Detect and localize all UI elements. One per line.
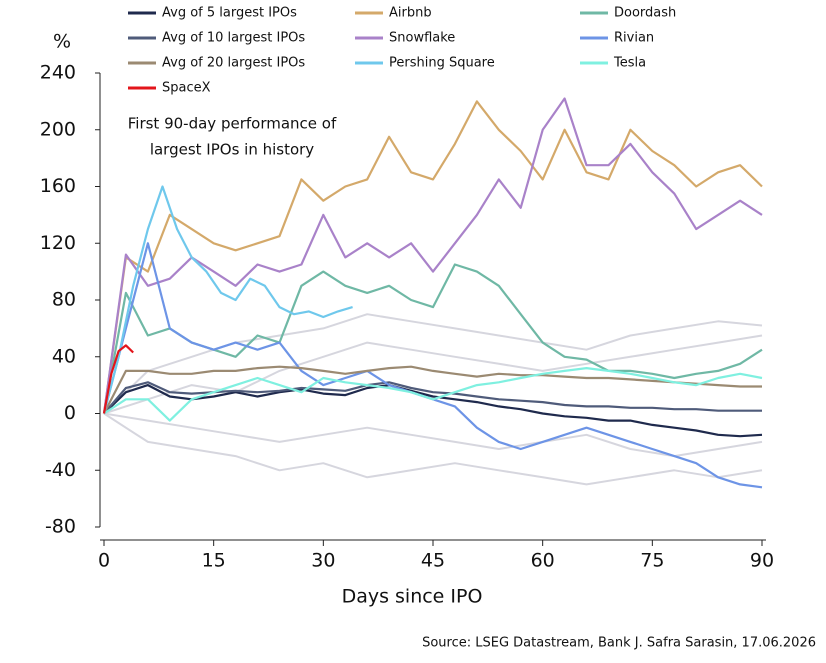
series-line bbox=[102, 97, 763, 414]
series-line bbox=[102, 344, 134, 414]
source: Source: LSEG Datastream, Bank J. Safra S… bbox=[422, 636, 816, 651]
y-tick-label: -40 bbox=[45, 459, 76, 481]
legend-label: Avg of 20 largest IPOs bbox=[162, 56, 305, 71]
legend-label: Pershing Square bbox=[389, 56, 495, 71]
legend-label: Rivian bbox=[614, 31, 654, 46]
x-tick-label: 75 bbox=[640, 550, 664, 572]
y-tick-label: 240 bbox=[40, 62, 76, 84]
series-line bbox=[103, 412, 763, 486]
annotation: largest IPOs in history bbox=[150, 141, 314, 159]
series-line bbox=[103, 412, 763, 458]
x-tick-label: 45 bbox=[421, 550, 445, 572]
legend-label: Airbnb bbox=[389, 6, 432, 21]
y-tick-label: 120 bbox=[40, 232, 76, 254]
y-tick-label: 80 bbox=[52, 289, 76, 311]
x-tick-label: 0 bbox=[98, 550, 110, 572]
series-line bbox=[103, 365, 762, 415]
y-tick-label: 200 bbox=[40, 118, 76, 140]
legend-label: Tesla bbox=[613, 56, 646, 71]
x-tick-label: 60 bbox=[531, 550, 555, 572]
series-line bbox=[102, 185, 353, 414]
x-axis-label: Days since IPO bbox=[342, 586, 483, 608]
y-tick-label: 0 bbox=[64, 402, 76, 424]
y-tick-label: 160 bbox=[40, 175, 76, 197]
series-line bbox=[103, 367, 763, 422]
legend-label: Avg of 5 largest IPOs bbox=[162, 6, 297, 21]
x-tick-label: 15 bbox=[202, 550, 226, 572]
legend-label: SpaceX bbox=[162, 81, 211, 96]
legend-label: Snowflake bbox=[389, 31, 455, 46]
legend-label: Doordash bbox=[614, 6, 676, 21]
legend-label: Avg of 10 largest IPOs bbox=[162, 31, 305, 46]
y-tick-label: 40 bbox=[52, 345, 76, 367]
x-tick-label: 90 bbox=[750, 550, 774, 572]
annotation: First 90-day performance of bbox=[128, 115, 337, 133]
x-tick-label: 30 bbox=[311, 550, 335, 572]
y-tick-label: -80 bbox=[45, 516, 76, 538]
series-line bbox=[103, 384, 763, 438]
y-axis-label: % bbox=[53, 31, 71, 53]
series-line bbox=[103, 334, 763, 415]
series-line bbox=[102, 100, 763, 414]
